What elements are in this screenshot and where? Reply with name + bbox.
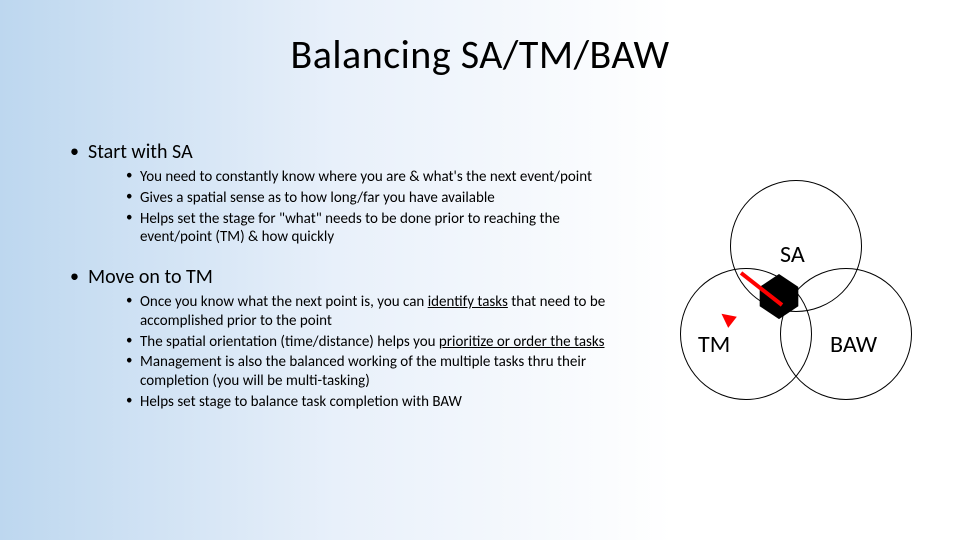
venn-diagram: SA TM BAW bbox=[660, 180, 940, 440]
venn-label-baw: BAW bbox=[830, 330, 877, 359]
content-area: Start with SA You need to constantly kno… bbox=[70, 130, 630, 430]
list-item: Helps set the stage for "what" needs to … bbox=[126, 210, 630, 248]
section-1-head: Start with SA bbox=[70, 140, 630, 164]
list-item: The spatial orientation (time/distance) … bbox=[126, 333, 630, 352]
list-item: Once you know what the next point is, yo… bbox=[126, 293, 630, 331]
list-item: Management is also the balanced working … bbox=[126, 353, 630, 391]
section-1-list: You need to constantly know where you ar… bbox=[70, 168, 630, 247]
list-item: Gives a spatial sense as to how long/far… bbox=[126, 189, 630, 208]
section-2-list: Once you know what the next point is, yo… bbox=[70, 293, 630, 412]
section-2-head: Move on to TM bbox=[70, 265, 630, 289]
list-item: Helps set stage to balance task completi… bbox=[126, 393, 630, 412]
venn-label-sa: SA bbox=[780, 240, 805, 269]
venn-label-tm: TM bbox=[698, 330, 730, 359]
page-title: Balancing SA/TM/BAW bbox=[0, 30, 960, 79]
list-item: You need to constantly know where you ar… bbox=[126, 168, 630, 187]
